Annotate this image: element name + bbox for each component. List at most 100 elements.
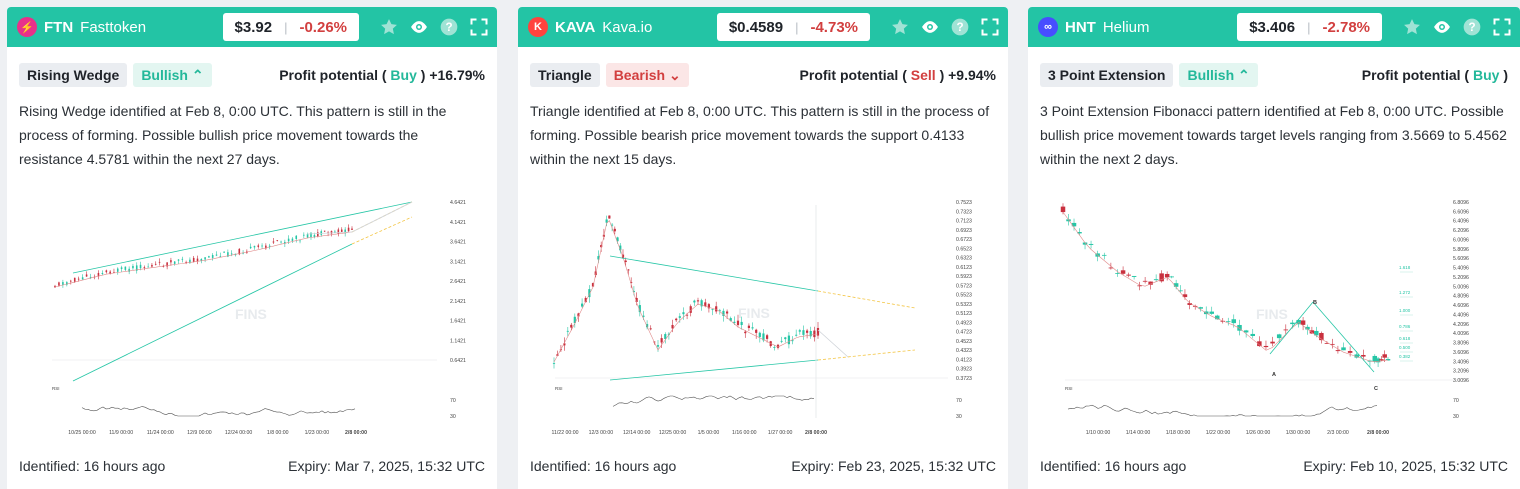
y-tick-label: 0.5523 [956,293,972,299]
pattern-tag[interactable]: Rising Wedge [19,63,128,87]
pattern-line [609,255,819,292]
candle [744,331,747,334]
candle [773,346,776,348]
candle [780,340,783,342]
candle [733,321,736,324]
candle [306,234,309,238]
pattern-tag[interactable]: Triangle [530,63,600,87]
y-tick-label: 0.5923 [956,274,972,280]
y-tick-label: 2.1421 [450,299,466,305]
coin-symbol[interactable]: HNT [1065,18,1096,36]
coin-name[interactable]: Fasttoken [80,18,147,36]
profit-value: +9.94% [948,67,996,83]
chevrons-up-icon: ⌃ [191,67,204,83]
y-tick-label: 0.7523 [956,200,972,206]
profit-close: ) [420,67,426,83]
candle [261,245,263,247]
help-icon[interactable]: ? [439,17,459,37]
candle [135,265,138,271]
candle [1071,222,1077,227]
help-icon[interactable]: ? [950,17,970,37]
y-tick-label: 0.3923 [956,367,972,373]
profit-label: Profit potential ( [279,67,387,83]
rsi-line [1067,404,1378,417]
x-tick-label: 1/10 00:00 [1086,430,1111,436]
candle [1231,319,1237,324]
candle [1382,354,1387,358]
coin-name[interactable]: Helium [1102,18,1150,36]
y-tick-label: 5.4096 [1453,266,1469,272]
coin-symbol[interactable]: FTN [44,18,74,36]
star-icon[interactable] [890,17,910,37]
moving-average-line [553,220,819,363]
pattern-tag[interactable]: 3 Point Extension [1040,63,1174,87]
candle [276,240,279,241]
candle [1120,270,1126,274]
rsi-line [612,395,815,407]
candle [1088,243,1094,245]
direction-tag: Bullish ⌃ [133,63,212,87]
candle [1330,343,1335,345]
candle [1347,351,1353,353]
price: $3.92 [234,18,273,36]
y-tick-label: 2.6421 [450,279,466,285]
candle [608,215,611,219]
candle [215,254,218,256]
coin-symbol[interactable]: KAVA [555,18,596,36]
pattern-description: 3 Point Extension Fibonacci pattern iden… [1040,103,1507,167]
price-separator: | [284,19,288,35]
candle [132,265,134,269]
eye-icon[interactable] [920,17,940,37]
star-icon[interactable] [1402,17,1422,37]
candle [610,224,614,226]
candle [147,266,149,268]
x-tick-label: 1/22 00:00 [1206,430,1231,436]
y-tick-label: 0.5123 [956,311,972,317]
y-tick-label: 3.6096 [1453,350,1469,356]
candle [116,268,119,272]
pattern-chart[interactable]: FINS 0.7523 0.7323 0.7123 0.6923 0.6723 0.6523… [518,190,1008,440]
x-tick-label: 1/23 00:00 [305,430,330,436]
candle [649,328,652,330]
star-icon[interactable] [379,17,399,37]
candle [73,277,76,282]
candle [1102,254,1107,256]
candle [227,252,229,257]
candle [762,333,765,341]
pattern-chart[interactable]: FINS 6.8096 6.6096 6.4096 6.2096 6.0096 5.8096… [1028,190,1518,440]
expand-icon[interactable] [1492,17,1512,37]
candle [755,329,758,333]
price-box: $3.92 | -0.26% [222,13,359,41]
direction-label: Bullish [1187,67,1235,83]
candle [1077,232,1082,234]
expiry-time: Expiry: Feb 23, 2025, 15:32 UTC [791,458,996,474]
expand-icon[interactable] [980,17,1000,37]
candle [715,306,718,312]
identified-time: Identified: 16 hours ago [1040,458,1187,474]
candle [317,232,319,237]
price: $0.4589 [728,18,784,36]
candle [1243,330,1249,333]
y-tick-label: 0.6723 [956,237,972,243]
candle [334,231,336,233]
candle [1131,275,1137,277]
eye-icon[interactable] [409,17,429,37]
candle [1214,315,1220,320]
candle [1379,359,1384,361]
price-box: $3.406 | -2.78% [1237,13,1382,41]
y-tick-label: 3.2096 [1453,369,1469,375]
coin-name[interactable]: Kava.io [602,18,653,36]
expand-icon[interactable] [469,17,489,37]
candle [62,282,64,285]
help-icon[interactable]: ? [1462,17,1482,37]
candle [81,277,84,280]
candle [736,320,740,326]
rsi-label: RSI [555,386,563,391]
candle [238,248,241,255]
y-tick-label: 3.8096 [1453,341,1469,347]
eye-icon[interactable] [1432,17,1452,37]
pattern-chart[interactable]: FINS 4.6421 4.1421 3.6421 3.1421 2.6421 2.1421… [7,190,497,440]
x-tick-label: 1/18 00:00 [1166,430,1191,436]
candle [1296,319,1301,325]
candle [253,245,256,248]
